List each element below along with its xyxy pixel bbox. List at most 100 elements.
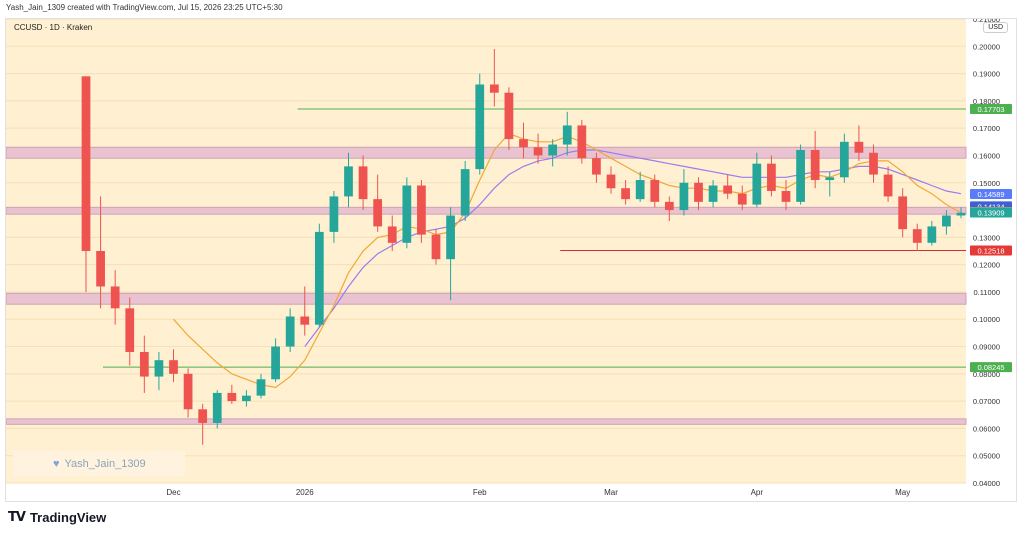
y-axis-tick-label: 0.20000 bbox=[973, 42, 1000, 51]
y-axis-tick-label: 0.12000 bbox=[973, 261, 1000, 270]
candle-body bbox=[519, 139, 528, 148]
candle-body bbox=[446, 215, 455, 260]
candle-body bbox=[344, 166, 353, 197]
y-axis-tick-label: 0.09000 bbox=[973, 343, 1000, 352]
chart-area[interactable]: Dec2026FebMarAprMayJunJul0.210000.200000… bbox=[5, 18, 1017, 502]
y-axis-tick-label: 0.08000 bbox=[973, 370, 1000, 379]
candle-body bbox=[227, 392, 237, 402]
candle-body bbox=[767, 163, 776, 191]
price-tag bbox=[970, 188, 1012, 199]
candle-body bbox=[635, 180, 645, 200]
candle-body bbox=[533, 147, 543, 156]
candle-body bbox=[898, 196, 908, 230]
candle-body bbox=[242, 395, 251, 402]
candle-body bbox=[942, 215, 951, 227]
candle-body bbox=[562, 125, 572, 145]
candle-body bbox=[796, 150, 805, 202]
supply-demand-zone bbox=[6, 206, 967, 215]
candle-body bbox=[854, 141, 864, 153]
price-tag-label: 0.14134 bbox=[977, 202, 1004, 211]
y-axis-tick-label: 0.10000 bbox=[973, 315, 1000, 324]
candle-body bbox=[198, 409, 208, 423]
candle-body bbox=[869, 152, 878, 175]
candle-body bbox=[664, 201, 674, 211]
candle-body bbox=[96, 251, 105, 287]
candle-body bbox=[81, 76, 91, 251]
x-axis-tick-label: Dec bbox=[166, 488, 180, 497]
candle-body bbox=[169, 360, 178, 374]
candle-body bbox=[387, 226, 397, 243]
candle-body bbox=[956, 212, 966, 216]
price-tag-label: 0.17703 bbox=[977, 105, 1004, 114]
y-axis-tick-label: 0.13000 bbox=[973, 233, 1000, 242]
price-tag bbox=[970, 103, 1012, 114]
price-chart[interactable]: Dec2026FebMarAprMayJunJul0.210000.200000… bbox=[6, 19, 1016, 501]
y-axis-tick-label: 0.05000 bbox=[973, 452, 1000, 461]
price-tag bbox=[970, 362, 1012, 373]
candle-body bbox=[373, 199, 383, 227]
supply-demand-zone bbox=[6, 292, 967, 305]
candle-body bbox=[460, 169, 470, 216]
y-axis-tick-label: 0.07000 bbox=[973, 397, 1000, 406]
x-axis-tick-label: 2026 bbox=[296, 488, 314, 497]
y-axis-tick-label: 0.11000 bbox=[973, 288, 1000, 297]
y-axis-tick-label: 0.21000 bbox=[973, 19, 1000, 24]
candle-body bbox=[256, 379, 266, 396]
price-tag-label: 0.14589 bbox=[977, 190, 1004, 199]
candle-body bbox=[504, 92, 514, 140]
candle-body bbox=[737, 193, 747, 205]
candle-body bbox=[912, 229, 922, 243]
y-axis-tick-label: 0.04000 bbox=[973, 479, 1000, 488]
y-axis-tick-label: 0.18000 bbox=[973, 97, 1000, 106]
candle-body bbox=[839, 141, 849, 178]
candle-body bbox=[781, 190, 791, 202]
candle-body bbox=[154, 360, 164, 377]
candle-body bbox=[650, 180, 660, 202]
candle-body bbox=[271, 346, 280, 380]
candle-body bbox=[606, 174, 616, 189]
candle-body bbox=[489, 84, 499, 93]
heart-icon: ♥ bbox=[53, 457, 60, 470]
candle-body bbox=[810, 150, 820, 181]
y-axis-tick-label: 0.16000 bbox=[973, 151, 1000, 160]
candle-body bbox=[883, 174, 893, 197]
candle-body bbox=[752, 163, 762, 205]
candle-body bbox=[300, 316, 310, 325]
currency-button[interactable]: USD bbox=[983, 22, 1008, 33]
candle-body bbox=[475, 84, 485, 170]
x-axis-tick-label: May bbox=[895, 488, 910, 497]
x-axis-tick-label: Feb bbox=[473, 488, 487, 497]
footer-brand: TradingView bbox=[29, 510, 107, 525]
candle-body bbox=[110, 286, 120, 309]
candle-body bbox=[125, 308, 135, 352]
candle-body bbox=[694, 182, 703, 202]
x-axis-tick-label: Mar bbox=[604, 488, 618, 497]
candle-body bbox=[329, 196, 339, 232]
candle-body bbox=[723, 185, 733, 194]
price-tag bbox=[970, 245, 1012, 256]
candle-body bbox=[402, 185, 412, 243]
supply-demand-zone bbox=[6, 418, 967, 425]
y-axis-tick-label: 0.15000 bbox=[973, 179, 1000, 188]
y-axis-tick-label: 0.19000 bbox=[973, 70, 1000, 79]
candle-body bbox=[139, 351, 149, 377]
price-tag-label: 0.12518 bbox=[977, 247, 1004, 256]
chart-attribution: Yash_Jain_1309 created with TradingView.… bbox=[6, 3, 283, 12]
candle-body bbox=[285, 316, 295, 347]
candle-body bbox=[708, 185, 718, 202]
y-axis-tick-label: 0.06000 bbox=[973, 424, 1000, 433]
supply-demand-zone bbox=[6, 146, 967, 159]
author-watermark: ♥ Yash_Jain_1309 bbox=[13, 451, 185, 476]
price-tag bbox=[970, 207, 1012, 218]
candle-body bbox=[679, 182, 689, 211]
tradingview-footer: TV TradingView bbox=[8, 510, 106, 525]
candle-body bbox=[212, 392, 222, 423]
watermark-text: Yash_Jain_1309 bbox=[64, 457, 146, 470]
candle-body bbox=[183, 373, 193, 410]
candle-body bbox=[577, 125, 587, 159]
x-axis-tick-label: Apr bbox=[751, 488, 764, 497]
symbol-label: CCUSD · 1D · Kraken bbox=[14, 23, 93, 32]
price-tag-label: 0.08245 bbox=[977, 363, 1004, 372]
candle-body bbox=[431, 234, 441, 260]
y-axis-tick-label: 0.17000 bbox=[973, 124, 1000, 133]
